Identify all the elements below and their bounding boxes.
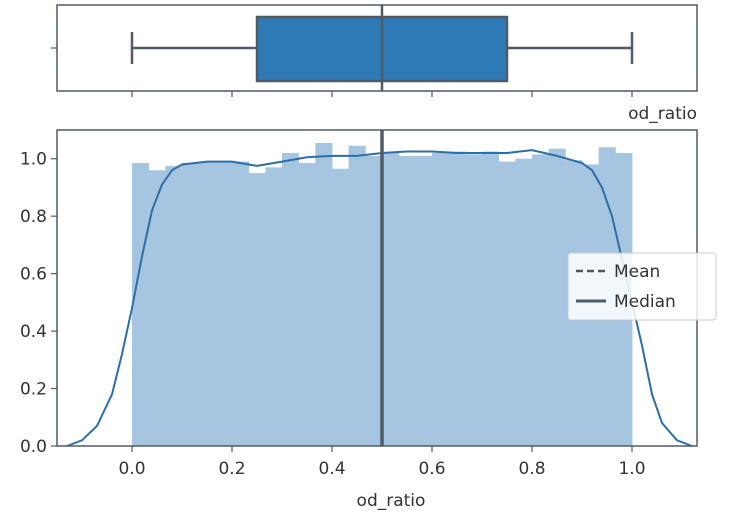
histogram-bar [248, 173, 266, 446]
y-tick-label-4: 0.8 [20, 207, 47, 227]
histogram-bar [315, 142, 333, 446]
histogram-bar [365, 155, 383, 446]
histogram-bar [448, 151, 466, 446]
histogram-bar [482, 151, 500, 446]
y-tick-label-2: 0.4 [20, 322, 47, 342]
boxplot-x-axis-label: od_ratio [628, 104, 697, 124]
histogram-panel: 0.0 0.2 0.4 0.6 0.8 1.0 0.0 0.2 0.4 0.6 0.8 1.0 od… [20, 129, 717, 511]
x-tick-label-2: 0.4 [318, 459, 345, 479]
y-tick-label-3: 0.6 [20, 265, 47, 285]
legend-mean-label: Mean [614, 262, 660, 282]
x-tick-label-4: 0.8 [518, 459, 545, 479]
histogram-bar [382, 152, 400, 446]
histogram-bar [498, 161, 516, 446]
histogram-bars [132, 142, 633, 447]
legend-median-label: Median [614, 292, 676, 312]
histogram-bar [198, 161, 216, 446]
histogram-x-ticks: 0.0 0.2 0.4 0.6 0.8 1.0 [118, 446, 646, 479]
histogram-bar [148, 170, 166, 446]
histogram-bar [215, 161, 233, 446]
y-tick-label-1: 0.2 [20, 380, 47, 400]
x-tick-label-5: 1.0 [618, 459, 645, 479]
x-tick-label-0: 0.0 [118, 459, 145, 479]
boxplot-x-ticks [131, 91, 633, 97]
histogram-y-ticks: 0.0 0.2 0.4 0.6 0.8 1.0 [20, 150, 57, 457]
kde-curve [66, 149, 693, 447]
histogram-bar [548, 148, 566, 446]
histogram-bar [398, 155, 416, 446]
histogram-bar [232, 161, 250, 446]
histogram-bar [298, 163, 316, 446]
histogram-bar [332, 168, 350, 447]
boxplot-panel: od_ratio [51, 4, 698, 124]
histogram-x-axis-label: od_ratio [357, 491, 426, 511]
histogram-bar [165, 165, 183, 446]
y-tick-label-0: 0.0 [20, 437, 47, 457]
legend: Mean Median [567, 252, 717, 321]
histogram-bar [465, 154, 483, 446]
histogram-bar [132, 163, 150, 446]
histogram-bar [348, 145, 366, 447]
histogram-bar [282, 152, 300, 446]
y-tick-label-5: 1.0 [20, 150, 47, 170]
histogram-bar [182, 163, 200, 446]
histogram-bar [415, 155, 433, 446]
histogram-bar [515, 158, 533, 446]
histogram-bar [432, 152, 450, 446]
x-tick-label-1: 0.2 [218, 459, 245, 479]
x-tick-label-3: 0.6 [418, 459, 445, 479]
histogram-bar [265, 167, 283, 446]
histogram-bar [532, 154, 550, 446]
